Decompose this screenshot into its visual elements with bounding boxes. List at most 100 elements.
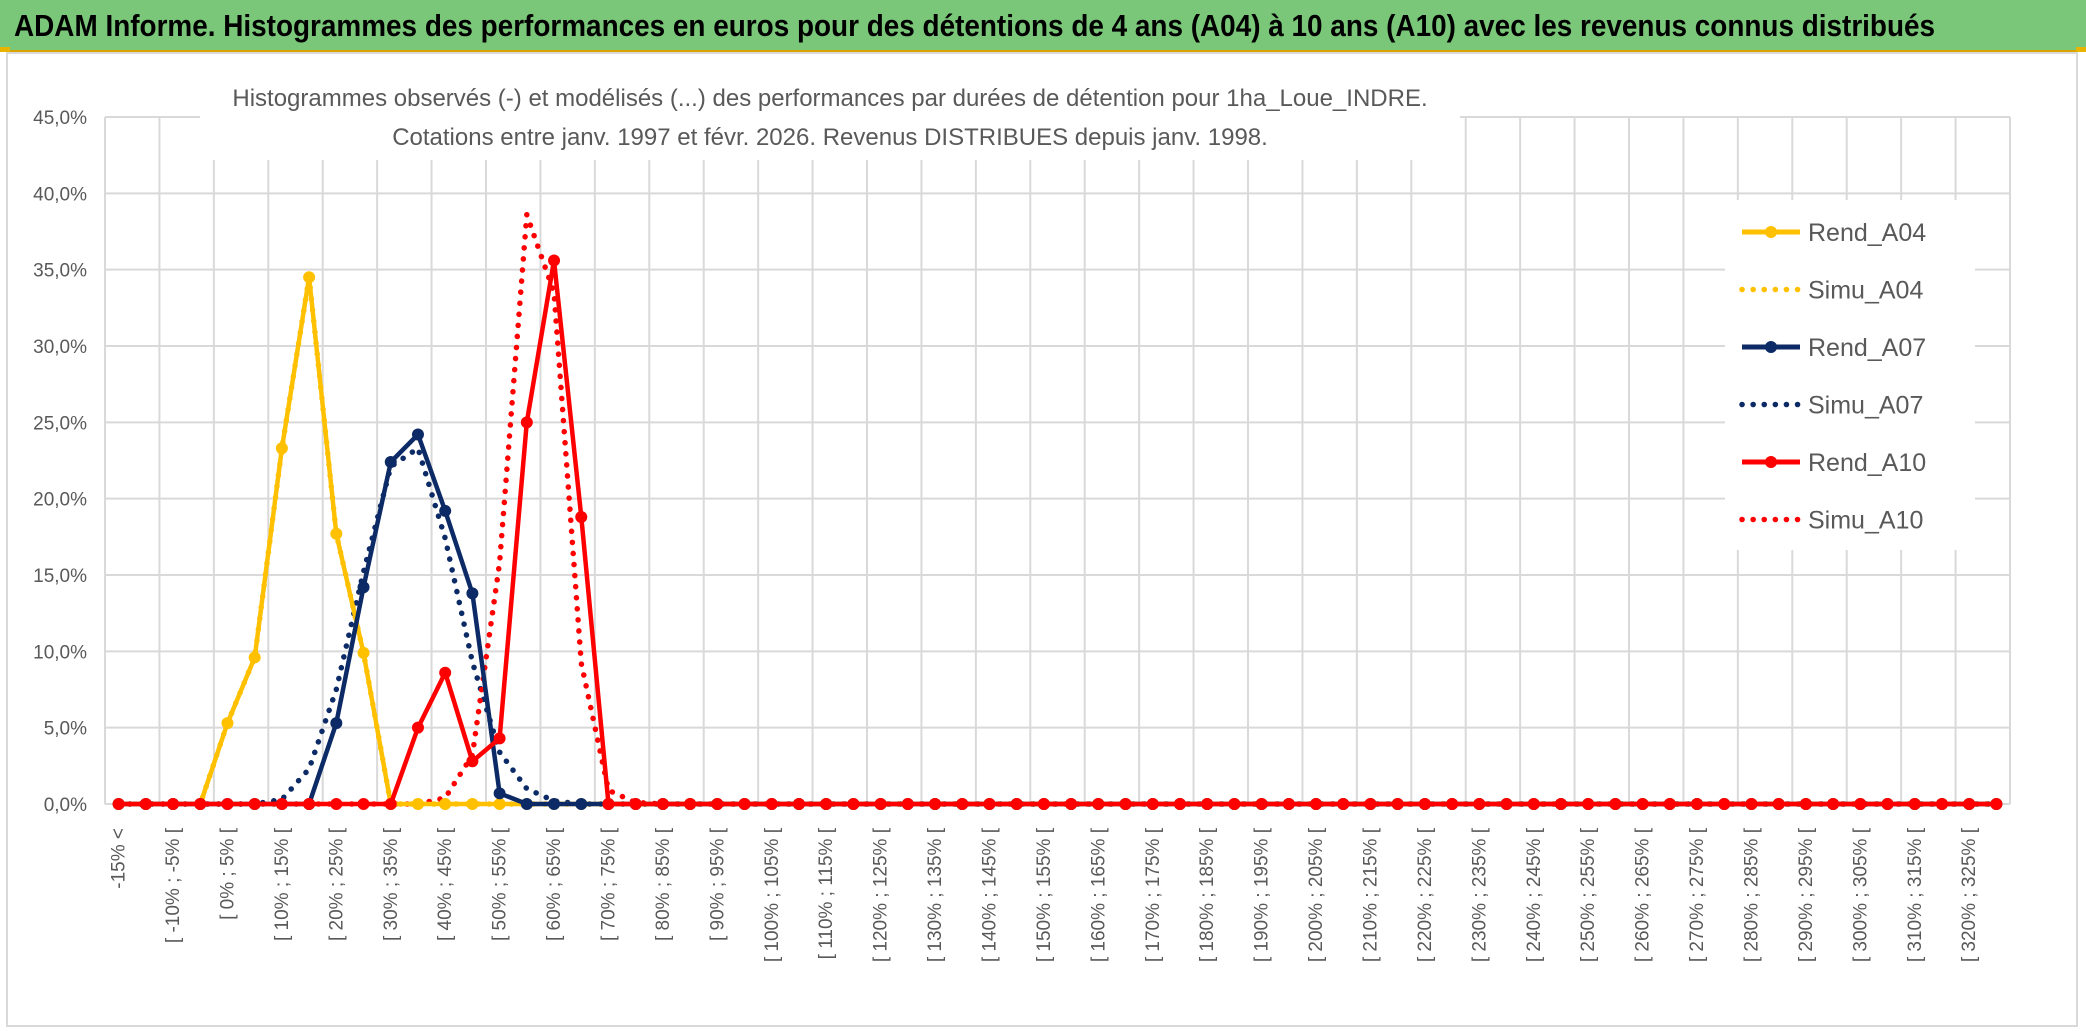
legend-marker-rend-a04 [1765, 226, 1777, 238]
x-axis: -15% < [ -10% ; -5% [[ 0% ; 5% [[ 10% ; 1… [109, 827, 1981, 962]
point-rend-a10 [1092, 798, 1105, 810]
point-rend-a10 [1908, 798, 1921, 810]
point-rend-a10 [303, 798, 316, 810]
x-tick-label: [ 190% ; 195% [ [1252, 827, 1273, 962]
point-rend-a10 [1745, 798, 1758, 810]
x-tick-label: [ 260% ; 265% [ [1633, 827, 1654, 962]
x-tick-label: [ 120% ; 125% [ [871, 827, 892, 962]
point-rend-a04 [330, 527, 343, 540]
point-rend-a10 [929, 798, 942, 810]
x-tick-label: [ 290% ; 295% [ [1796, 827, 1817, 962]
point-rend-a10 [139, 798, 152, 810]
point-rend-a10 [1881, 798, 1894, 810]
legend-label-simu-a10: Simu_A10 [1808, 507, 1923, 535]
point-rend-a10 [983, 798, 996, 810]
point-rend-a07 [575, 798, 588, 810]
y-tick-label: 35,0% [33, 261, 87, 282]
x-tick-label: [ 220% ; 225% [ [1415, 827, 1436, 962]
point-rend-a10 [792, 798, 805, 810]
point-rend-a10 [1146, 798, 1159, 810]
x-tick-label: [ 0% ; 5% [ [217, 827, 238, 920]
point-rend-a10 [1718, 798, 1731, 810]
point-rend-a10 [1500, 798, 1513, 810]
point-rend-a10 [520, 416, 533, 429]
x-tick-label: [ 230% ; 235% [ [1469, 827, 1490, 962]
point-rend-a10 [548, 254, 561, 267]
x-tick-label: [ 100% ; 105% [ [762, 827, 783, 962]
point-rend-a10 [466, 755, 479, 768]
x-tick-label: [ 130% ; 135% [ [925, 827, 946, 962]
point-rend-a10 [275, 798, 288, 810]
point-rend-a10 [656, 798, 669, 810]
x-tick-label: [ 150% ; 155% [ [1034, 827, 1055, 962]
point-rend-a10 [439, 666, 452, 679]
point-rend-a10 [112, 798, 125, 810]
point-rend-a10 [738, 798, 751, 810]
point-rend-a10 [167, 798, 180, 810]
x-tick-label: [ 140% ; 145% [ [979, 827, 1000, 962]
point-rend-a10 [874, 798, 887, 810]
x-tick-label: [ 60% ; 65% [ [544, 827, 565, 941]
point-rend-a07 [384, 456, 397, 469]
chart-title-block: Histogrammes observés (-) et modélisés (… [200, 78, 1460, 160]
legend-label-rend-a07: Rend_A07 [1808, 334, 1926, 362]
point-rend-a10 [248, 798, 261, 810]
chart-subtitle: Cotations entre janv. 1997 et févr. 2026… [392, 124, 1268, 151]
point-rend-a10 [194, 798, 207, 810]
legend-label-simu-a07: Simu_A07 [1808, 392, 1923, 420]
point-rend-a10 [1255, 798, 1268, 810]
legend-label-rend-a10: Rend_A10 [1808, 449, 1926, 477]
point-rend-a10 [1854, 798, 1867, 810]
report-title: ADAM Informe. Histogrammes des performan… [14, 8, 1936, 43]
x-tick-label: [ 70% ; 75% [ [598, 827, 619, 941]
y-tick-label: 0,0% [44, 795, 87, 816]
series-line-rend-a04 [118, 275, 1997, 807]
point-rend-a10 [1446, 798, 1459, 810]
series-line-simu-a04 [115, 274, 2000, 807]
x-tick-label: [ 180% ; 185% [ [1197, 827, 1218, 962]
x-tick-label: [ 80% ; 85% [ [653, 827, 674, 941]
point-rend-a10 [956, 798, 969, 810]
point-rend-a10 [711, 798, 724, 810]
point-rend-a07 [493, 787, 506, 800]
point-rend-a10 [684, 798, 697, 810]
x-tick-label: [ 320% ; 325% [ [1959, 827, 1980, 962]
x-tick-label: [ 30% ; 35% [ [381, 827, 402, 941]
point-rend-a07 [330, 717, 343, 730]
point-rend-a10 [1037, 798, 1050, 810]
point-rend-a07 [520, 798, 533, 810]
x-tick-label: [ 250% ; 255% [ [1578, 827, 1599, 962]
y-tick-label: 10,0% [33, 642, 87, 663]
x-tick-label: [ 210% ; 215% [ [1360, 827, 1381, 962]
legend-label-simu-a04: Simu_A04 [1808, 277, 1923, 305]
x-tick-label: [ 40% ; 45% [ [435, 827, 456, 941]
point-rend-a10 [1473, 798, 1486, 810]
chart-title: Histogrammes observés (-) et modélisés (… [232, 85, 1427, 112]
report-banner: ADAM Informe. Histogrammes des performan… [0, 0, 2086, 52]
point-rend-a04 [357, 646, 370, 659]
point-rend-a07 [357, 581, 370, 594]
legend-marker-rend-a10 [1765, 456, 1777, 468]
y-tick-label: 30,0% [33, 337, 87, 358]
point-rend-a10 [1282, 798, 1295, 810]
corner-accent-right [2076, 47, 2086, 52]
point-rend-a10 [1582, 798, 1595, 810]
point-rend-a10 [629, 798, 642, 810]
legend-marker-rend-a07 [1765, 341, 1777, 353]
point-rend-a10 [1990, 798, 2003, 810]
point-rend-a10 [1827, 798, 1840, 810]
point-rend-a04 [493, 798, 506, 810]
series-line-simu-a10 [115, 211, 2000, 807]
y-tick-label: 5,0% [44, 719, 87, 740]
x-tick-label: [ 240% ; 245% [ [1524, 827, 1545, 962]
series-line-simu-a07 [115, 445, 2000, 807]
x-tick-label: [ 170% ; 175% [ [1143, 827, 1164, 962]
series-plot-area [112, 211, 2003, 810]
x-tick-label: [ 310% ; 315% [ [1905, 827, 1926, 962]
x-tick-label: [ 110% ; 115% [ [816, 827, 837, 959]
x-tick-label: -15% < [109, 828, 130, 889]
point-rend-a10 [1119, 798, 1132, 810]
x-tick-label: [ 200% ; 205% [ [1306, 827, 1327, 962]
point-rend-a04 [411, 798, 424, 810]
